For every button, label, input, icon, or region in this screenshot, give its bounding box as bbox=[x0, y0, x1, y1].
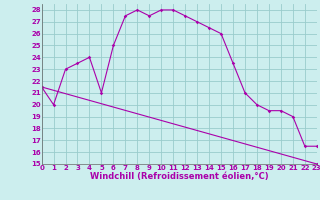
X-axis label: Windchill (Refroidissement éolien,°C): Windchill (Refroidissement éolien,°C) bbox=[90, 172, 268, 181]
